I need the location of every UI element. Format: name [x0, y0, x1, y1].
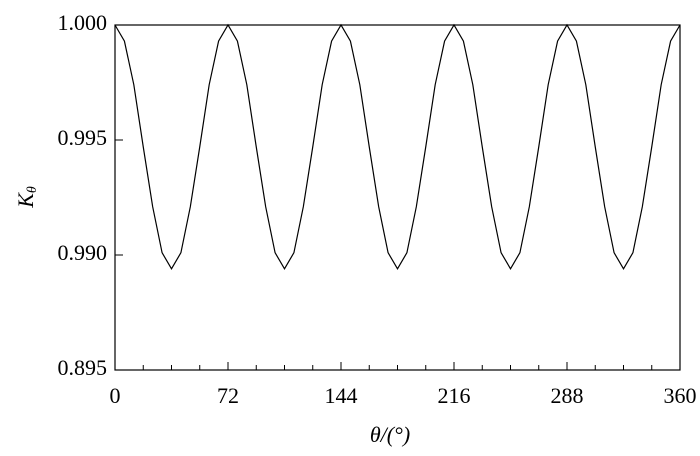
y-axis-label: Kθ: [13, 186, 40, 209]
x-tick-label: 360: [664, 383, 697, 408]
y-tick-label: 0.895: [58, 355, 108, 380]
x-tick-label: 144: [325, 383, 358, 408]
x-axis-label: θ/(°): [370, 422, 410, 447]
y-axis-label-text: Kθ: [13, 186, 40, 209]
y-label-base: K: [13, 192, 38, 209]
x-tick-label: 288: [551, 383, 584, 408]
x-tick-label: 216: [438, 383, 471, 408]
x-tick-label: 0: [110, 383, 121, 408]
y-label-sub: θ: [25, 186, 40, 193]
data-line: [114, 23, 681, 270]
y-tick-label: 1.000: [58, 10, 108, 35]
plot-frame: [114, 24, 681, 371]
x-tick-label: 72: [217, 383, 239, 408]
y-tick-label: 0.995: [58, 125, 108, 150]
y-tick-label: 0.990: [58, 240, 108, 265]
